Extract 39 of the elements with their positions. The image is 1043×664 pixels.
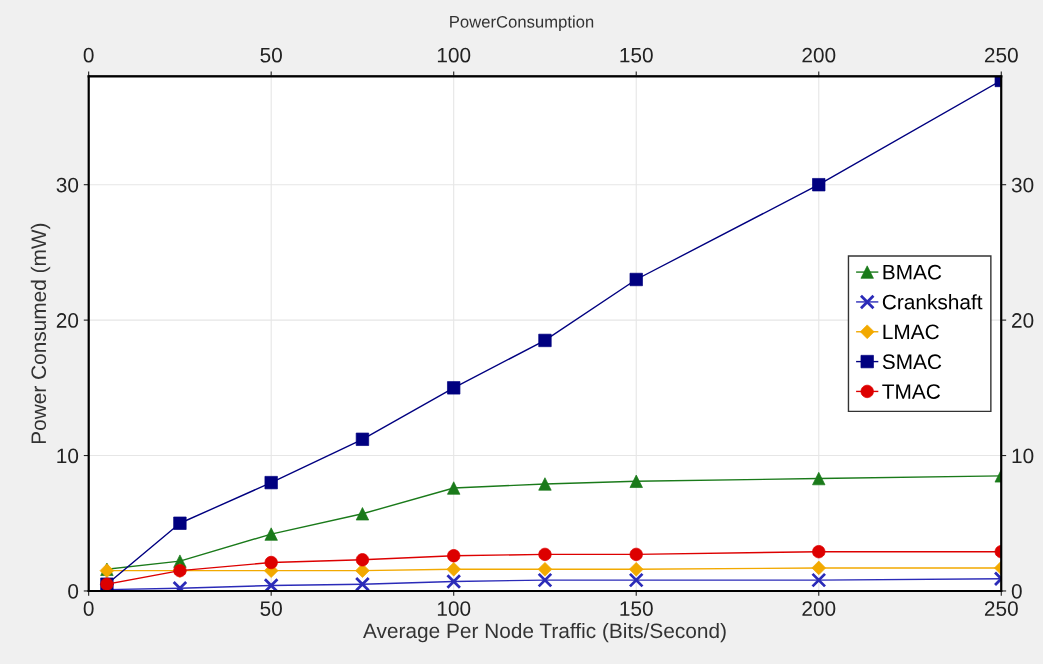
x2-tick-label: 200: [802, 47, 836, 63]
x-tick-label: 250: [984, 601, 1018, 616]
x2-tick-label: 50: [260, 47, 282, 63]
y-tick-label: 0: [68, 583, 79, 599]
x-tick-label: 0: [83, 601, 94, 616]
point: [537, 572, 553, 588]
x2-tick-label: 150: [620, 47, 653, 63]
point: [811, 560, 826, 576]
point: [811, 572, 827, 588]
point: [263, 577, 279, 591]
point: [264, 476, 278, 490]
legend-label: SMAC: [882, 354, 942, 370]
x2-tick-label: 0: [83, 47, 94, 63]
x-tick-label: 50: [260, 601, 282, 616]
x2-tick-label: 250: [984, 47, 1018, 63]
x2-tick-label: 100: [437, 47, 471, 63]
x-axis-title: Average Per Node Traffic (Bits/Second): [363, 622, 726, 643]
point: [629, 272, 643, 287]
y-axis-title: Power Consumed (mW): [30, 223, 51, 444]
y-tick-label: 20: [56, 313, 79, 328]
legend-label: LMAC: [883, 324, 939, 340]
legend-label: TMAC: [882, 384, 941, 399]
y2-tick-label: 0: [1011, 583, 1022, 599]
point: [629, 474, 643, 488]
x-tick-label: 200: [802, 601, 836, 616]
chart-title: PowerConsumption: [450, 15, 594, 32]
legend-label: BMAC: [883, 264, 942, 280]
y2-tick-label: 20: [1012, 313, 1034, 328]
y-tick-label: 30: [56, 177, 79, 193]
point: [354, 576, 371, 591]
point: [446, 573, 462, 590]
x-tick-label: 150: [620, 601, 653, 616]
x-tick-label: 100: [437, 601, 471, 616]
legend-label: Crankshaft: [882, 294, 983, 310]
point: [447, 381, 461, 395]
y-tick-label: 10: [57, 448, 79, 464]
y2-tick-label: 10: [1012, 448, 1034, 464]
y2-tick-label: 30: [1011, 177, 1034, 193]
point: [628, 572, 644, 588]
